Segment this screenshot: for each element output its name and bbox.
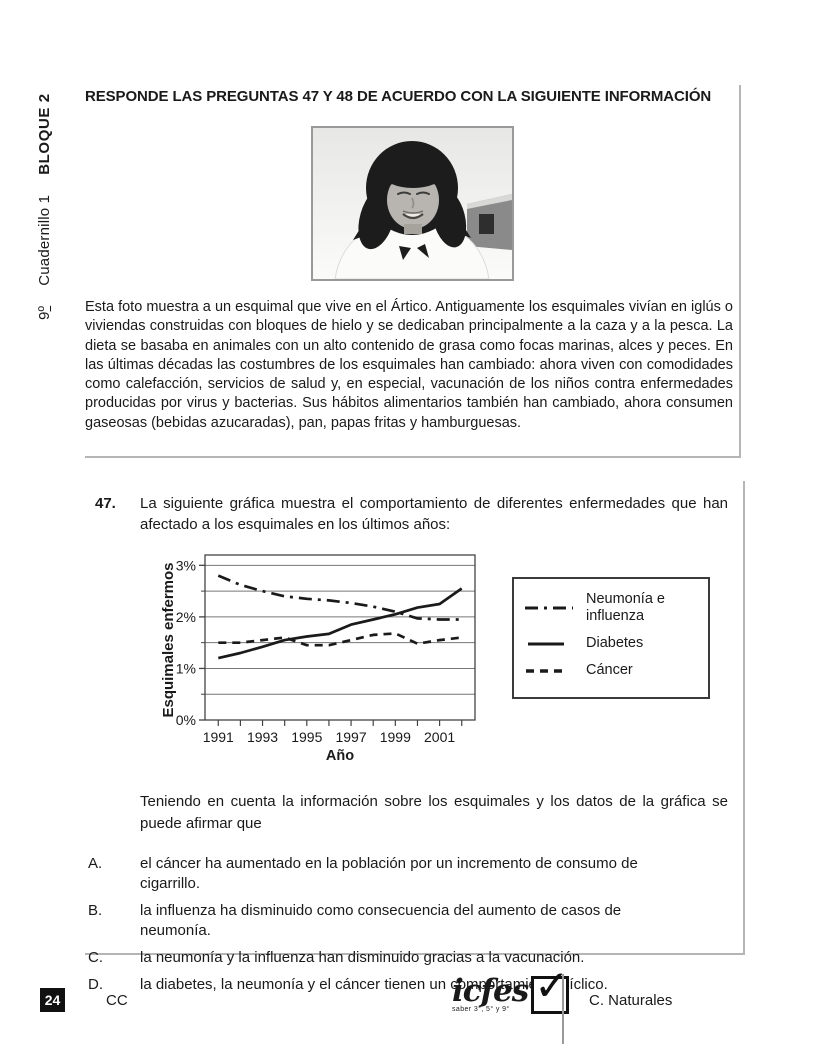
legend-item-cancer: Cáncer bbox=[524, 662, 698, 679]
booklet-label: Cuadernillo 1 bbox=[36, 194, 53, 286]
answer-options: A. el cáncer ha aumentado en la població… bbox=[85, 854, 743, 995]
legend-label: Neumonía e influenza bbox=[586, 591, 665, 624]
chart-svg: 0% 1% 2% 3% 1991 1993 1995 1997 1999 2001 Año bbox=[176, 554, 476, 763]
question-prompt: La siguiente gráfica muestra el comporta… bbox=[140, 495, 728, 533]
svg-text:3%: 3% bbox=[176, 557, 196, 573]
option-letter: D. bbox=[88, 976, 103, 993]
svg-text:0%: 0% bbox=[176, 712, 196, 728]
svg-text:2001: 2001 bbox=[424, 729, 455, 745]
question-statement: Teniendo en cuenta la información sobre … bbox=[140, 793, 728, 832]
option-text: la neumonía y la influenza han disminuid… bbox=[140, 949, 585, 966]
option-text: el cáncer ha aumentado en la población p… bbox=[140, 855, 638, 892]
page-number-badge: 24 bbox=[40, 988, 65, 1012]
svg-text:1991: 1991 bbox=[203, 729, 234, 745]
option-text: la influenza ha disminuido como consecue… bbox=[140, 902, 622, 939]
stimulus-paragraph: Esta foto muestra a un esquimal que vive… bbox=[85, 299, 733, 431]
option-b: B. la influenza ha disminuido como conse… bbox=[88, 901, 743, 941]
disease-chart: Esquimales enfermos 0% 1% 2% 3% 1991 1993 1995… bbox=[160, 545, 743, 777]
svg-text:1999: 1999 bbox=[380, 729, 411, 745]
option-a: A. el cáncer ha aumentado en la població… bbox=[88, 854, 743, 894]
dashdot-line-sample-icon bbox=[525, 606, 573, 610]
question-47-box: 47. La siguiente gráfica muestra el comp… bbox=[85, 481, 745, 993]
footer-divider bbox=[562, 974, 564, 1044]
svg-text:1997: 1997 bbox=[335, 729, 366, 745]
footer-subject: C. Naturales bbox=[589, 992, 673, 1009]
esquimal-photo bbox=[310, 126, 514, 281]
checkmark-icon: ✓ bbox=[534, 961, 570, 1010]
sidebar-edition-label: 9º Cuadernillo 1 BLOQUE 2 bbox=[36, 93, 53, 320]
stimulus-box: RESPONDE LAS PREGUNTAS 47 Y 48 DE ACUERD… bbox=[85, 85, 741, 458]
svg-text:1%: 1% bbox=[176, 660, 196, 676]
icfes-logo: icfes saber 3°, 5° y 9° ✓ bbox=[452, 965, 569, 1014]
grade-ordinal: º bbox=[36, 305, 53, 312]
option-letter: C. bbox=[88, 949, 103, 966]
block-label: BLOQUE 2 bbox=[36, 93, 53, 175]
legend-label: Diabetes bbox=[586, 635, 644, 651]
esquimal-photo-illustration bbox=[312, 128, 512, 279]
option-letter: A. bbox=[88, 855, 103, 872]
legend-item-diabetes: Diabetes bbox=[524, 635, 698, 652]
grade-number: 9 bbox=[36, 311, 53, 320]
dashed-line-sample-icon bbox=[526, 668, 568, 673]
svg-text:1995: 1995 bbox=[291, 729, 322, 745]
icfes-logo-tagline: saber 3°, 5° y 9° bbox=[452, 1006, 510, 1013]
legend-label: Cáncer bbox=[586, 662, 633, 678]
chart-legend: Neumonía e influenza Diabetes Cáncer bbox=[512, 577, 710, 699]
icfes-logo-text: icfes bbox=[452, 973, 529, 1009]
svg-text:1993: 1993 bbox=[247, 729, 278, 745]
solid-line-sample-icon bbox=[528, 642, 564, 645]
svg-text:Año: Año bbox=[326, 748, 354, 763]
question-number: 47. bbox=[95, 495, 116, 512]
option-text: la diabetes, la neumonía y el cáncer tie… bbox=[140, 976, 608, 993]
option-c: C. la neumonía y la influenza han dismin… bbox=[88, 948, 743, 968]
legend-item-neumonia: Neumonía e influenza bbox=[524, 591, 698, 625]
option-d: D. la diabetes, la neumonía y el cáncer … bbox=[88, 975, 743, 995]
option-letter: B. bbox=[88, 902, 103, 919]
footer-code: CC bbox=[106, 992, 128, 1009]
instruction-header: RESPONDE LAS PREGUNTAS 47 Y 48 DE ACUERD… bbox=[85, 88, 712, 105]
svg-text:2%: 2% bbox=[176, 609, 196, 625]
